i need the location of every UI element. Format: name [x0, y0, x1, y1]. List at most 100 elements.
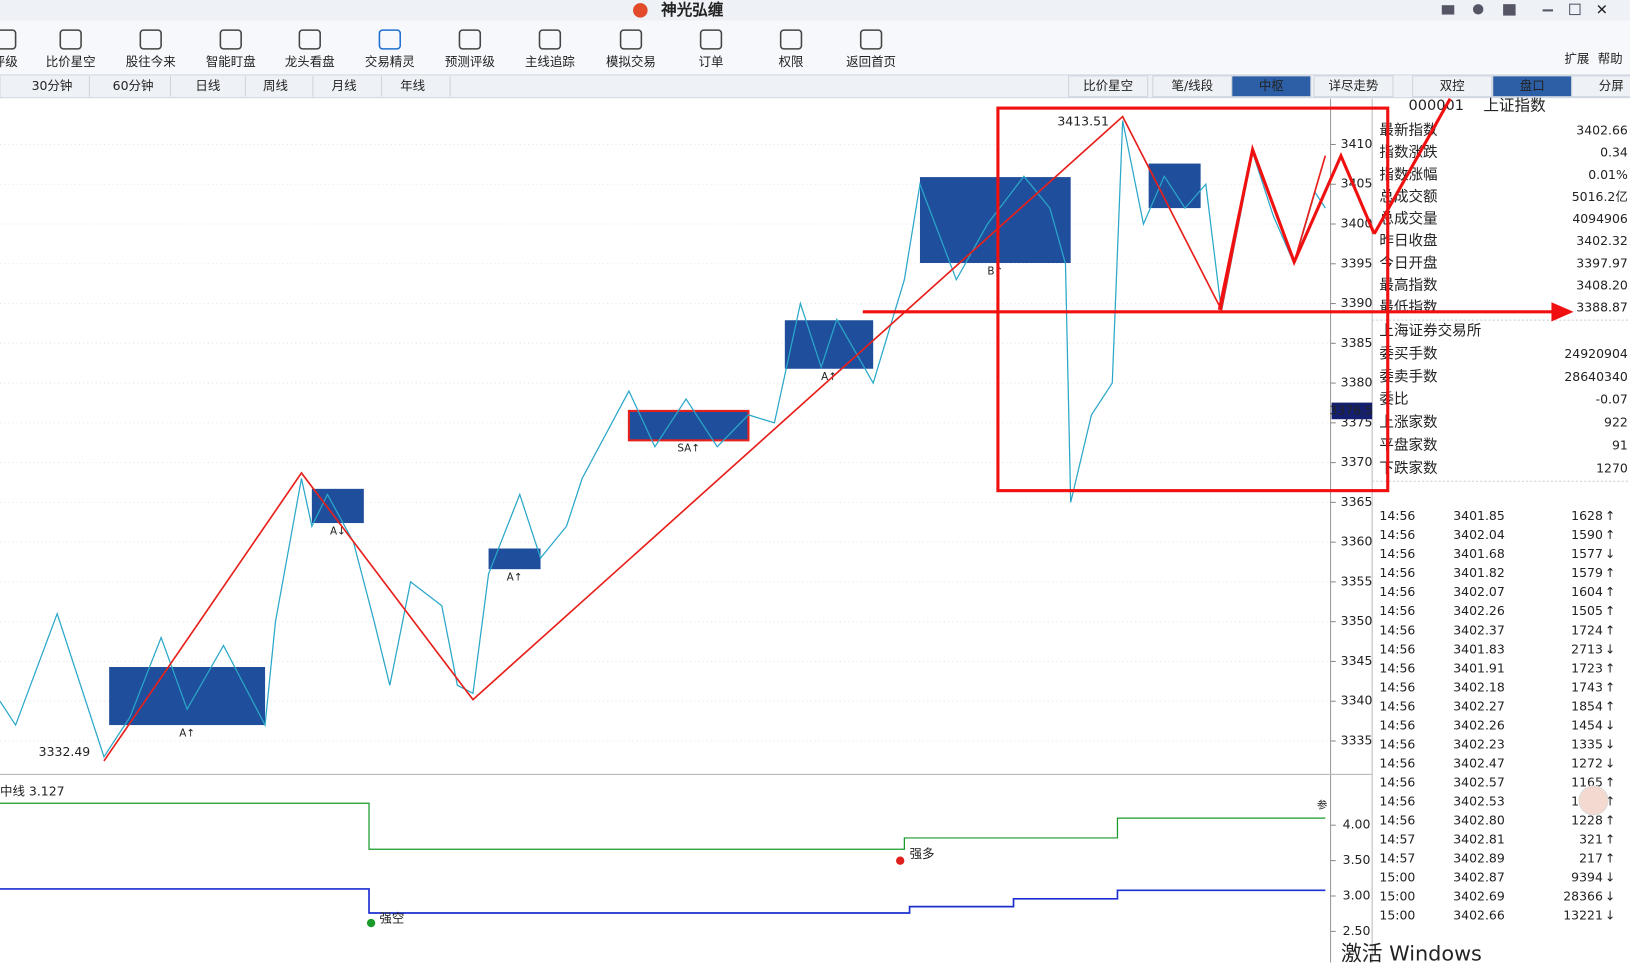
- view-tab[interactable]: 比价星空: [1083, 78, 1133, 93]
- toolbar-item[interactable]: 主线追踪: [525, 54, 575, 69]
- toolbar-icon[interactable]: [0, 29, 17, 50]
- view-tab[interactable]: 盘口: [1520, 78, 1545, 93]
- toolbar-icon[interactable]: [779, 29, 803, 50]
- toolbar-icon[interactable]: [378, 29, 401, 50]
- exchange-name: 上海证券交易所: [1379, 322, 1481, 340]
- trade-arrow: ↑: [1605, 851, 1615, 866]
- trade-time: 14:56: [1379, 641, 1415, 656]
- period-tab[interactable]: 月线: [332, 78, 357, 93]
- y-tick-label: 3335: [1341, 732, 1373, 747]
- view-tab[interactable]: 详尽走势: [1328, 78, 1378, 93]
- trade-volume: 1272: [1571, 755, 1603, 770]
- toolbar-item[interactable]: 权限: [779, 54, 804, 69]
- zone-label: A↑: [179, 727, 195, 739]
- quote-label: 最新指数: [1379, 122, 1438, 139]
- app-logo: [633, 3, 648, 18]
- assistant-avatar[interactable]: [1578, 785, 1609, 816]
- series-line: [0, 120, 1326, 759]
- toolbar-item[interactable]: 扩展: [1564, 51, 1589, 66]
- minimize[interactable]: [1542, 9, 1554, 12]
- quote-label: 昨日收盘: [1379, 232, 1437, 250]
- toolbar-item[interactable]: 智能盯盘: [206, 54, 256, 69]
- quote-label: 委卖手数: [1379, 368, 1438, 385]
- toolbar-item[interactable]: 股往今来: [126, 54, 176, 69]
- toolbar-icon[interactable]: [538, 29, 562, 50]
- view-tab[interactable]: 双控: [1440, 78, 1465, 93]
- view-tab-bg[interactable]: [1412, 75, 1493, 98]
- toolbar-icon[interactable]: [59, 29, 82, 50]
- zone-label: A↓: [330, 525, 346, 537]
- period-tab[interactable]: 周线: [263, 78, 288, 93]
- view-tab-bg[interactable]: [1068, 75, 1149, 98]
- trade-price: 3402.04: [1453, 527, 1505, 542]
- quote-label: 委买手数: [1379, 345, 1438, 362]
- quote-value: 922: [1604, 415, 1628, 430]
- maximize[interactable]: [1569, 3, 1581, 16]
- trade-arrow: ↑: [1605, 698, 1615, 713]
- close[interactable]: ✕: [1596, 1, 1608, 18]
- toolbar-icon[interactable]: [699, 29, 723, 50]
- toolbar-item[interactable]: 返回首页: [846, 54, 896, 69]
- y-tick-label: 3385: [1341, 335, 1373, 350]
- trade-price: 3401.91: [1453, 660, 1505, 675]
- annotation-arrowhead: [1551, 302, 1574, 322]
- toolbar-icon[interactable]: [619, 29, 643, 50]
- trade-price: 3402.81: [1453, 832, 1505, 847]
- toolbar-icon[interactable]: [859, 29, 883, 50]
- trade-arrow: ↓: [1605, 546, 1615, 561]
- period-tab[interactable]: 60分钟: [113, 78, 154, 93]
- toolbar-item[interactable]: 交易精灵: [365, 54, 415, 69]
- view-tab[interactable]: 中枢: [1259, 78, 1284, 93]
- toolbar-item[interactable]: 帮助: [1598, 51, 1623, 66]
- toolbar-item[interactable]: 龙头看盘: [285, 54, 335, 69]
- period-tab[interactable]: 30分钟: [32, 78, 73, 93]
- toolbar-item[interactable]: 预测评级: [445, 54, 495, 69]
- quote-value: -0.07: [1596, 392, 1628, 407]
- trade-arrow: ↑: [1605, 527, 1615, 542]
- last-price-bg: [1331, 402, 1373, 420]
- y-tick-label: 3400: [1341, 216, 1373, 231]
- trade-time: 15:00: [1379, 870, 1415, 885]
- trade-time: 14:57: [1379, 832, 1415, 847]
- mail-icon[interactable]: [1441, 5, 1455, 15]
- trade-volume: 1723: [1571, 660, 1603, 675]
- toolbar-icon[interactable]: [298, 29, 321, 50]
- toolbar-icon[interactable]: [139, 29, 162, 50]
- view-tab-bg[interactable]: [1231, 75, 1312, 98]
- toolbar-icon[interactable]: [458, 29, 482, 50]
- trade-price: 3402.66: [1453, 908, 1505, 923]
- period-tab[interactable]: 日线: [195, 78, 220, 93]
- signal-label: 强空: [379, 910, 404, 925]
- trade-volume: 1604: [1571, 584, 1603, 599]
- view-tab[interactable]: 分屏: [1599, 78, 1624, 93]
- toolbar-item[interactable]: 模拟交易: [606, 54, 656, 69]
- toolbar-item[interactable]: 订单: [699, 54, 724, 69]
- period-tab[interactable]: 年线: [400, 78, 425, 93]
- trade-arrow: ↓: [1605, 755, 1615, 770]
- trade-price: 3402.53: [1453, 793, 1505, 808]
- signal-dot: [366, 918, 376, 928]
- view-tab-bg[interactable]: [1571, 75, 1630, 98]
- view-tab[interactable]: 笔/线段: [1172, 78, 1214, 93]
- quote-value: 3408.20: [1576, 277, 1628, 292]
- toolbar-item[interactable]: 评级: [0, 54, 18, 69]
- trade-arrow: ↑: [1605, 660, 1615, 675]
- y-tick-label: 3345: [1341, 653, 1373, 668]
- trade-time: 15:00: [1379, 889, 1415, 904]
- view-tab-bg[interactable]: [1313, 75, 1394, 98]
- series-line: [0, 888, 1326, 914]
- trade-volume: 1228: [1571, 812, 1603, 827]
- side-label[interactable]: 参: [1317, 799, 1328, 812]
- y-tick-label: 3405: [1341, 176, 1373, 191]
- trade-arrow: ↓: [1605, 736, 1615, 751]
- skin-icon[interactable]: [1503, 4, 1516, 16]
- trade-price: 3402.69: [1453, 889, 1505, 904]
- trade-volume: 1854: [1571, 698, 1603, 713]
- toolbar-item[interactable]: 比价星空: [46, 54, 96, 69]
- toolbar-icon[interactable]: [219, 29, 242, 50]
- quote-label: 上涨家数: [1379, 414, 1438, 431]
- user-icon[interactable]: [1472, 4, 1484, 15]
- quote-code: 000001: [1409, 97, 1465, 114]
